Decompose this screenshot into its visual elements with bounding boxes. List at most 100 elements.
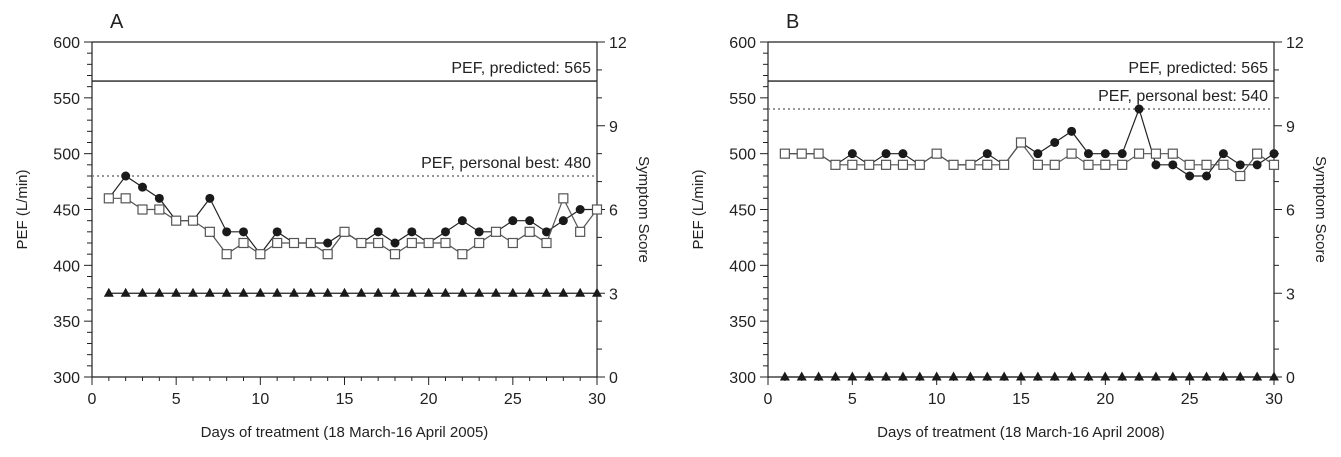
data-point-open-square bbox=[204, 226, 215, 237]
data-point-filled-circle bbox=[1202, 171, 1212, 181]
data-point-open-square bbox=[1117, 159, 1128, 170]
data-point-open-square bbox=[847, 159, 858, 170]
y2-tick-label: 12 bbox=[609, 35, 627, 52]
data-point-open-square bbox=[1015, 137, 1027, 148]
predicted-label: PEF, predicted: 565 bbox=[451, 60, 591, 77]
data-point-open-square bbox=[914, 159, 925, 170]
data-point-filled-triangle bbox=[1150, 371, 1161, 381]
data-point-filled-triangle bbox=[1184, 371, 1195, 381]
data-point-open-square bbox=[1049, 159, 1060, 170]
data-point-open-square bbox=[1252, 148, 1263, 159]
y2-tick-label: 12 bbox=[1286, 35, 1304, 52]
data-point-filled-circle bbox=[881, 149, 891, 159]
data-point-filled-circle bbox=[1269, 149, 1279, 159]
data-point-open-square bbox=[440, 237, 451, 249]
data-point-filled-circle bbox=[1050, 138, 1060, 147]
data-point-filled-triangle bbox=[999, 371, 1010, 381]
data-point-open-square bbox=[1083, 159, 1094, 170]
data-point-open-square bbox=[1201, 159, 1212, 170]
data-point-filled-triangle bbox=[390, 287, 400, 297]
data-point-filled-triangle bbox=[171, 287, 182, 297]
data-point-open-square bbox=[999, 159, 1010, 170]
series-circle-line bbox=[108, 175, 597, 256]
data-point-filled-triangle bbox=[440, 287, 451, 297]
personal-best-label: PEF, personal best: 540 bbox=[1098, 88, 1268, 105]
data-point-filled-circle bbox=[1100, 149, 1110, 159]
data-point-filled-triangle bbox=[1201, 371, 1212, 381]
data-point-filled-triangle bbox=[982, 371, 993, 381]
data-point-filled-triangle bbox=[881, 371, 892, 381]
data-point-filled-circle bbox=[222, 227, 232, 237]
y2-tick-label: 0 bbox=[609, 370, 618, 387]
x-tick-label: 10 bbox=[251, 391, 269, 408]
data-point-open-square bbox=[1184, 159, 1195, 170]
y-tick-label: 600 bbox=[53, 35, 80, 52]
data-point-filled-triangle bbox=[423, 287, 434, 297]
data-point-filled-triangle bbox=[339, 287, 350, 297]
data-point-filled-triangle bbox=[373, 287, 384, 297]
data-point-open-square bbox=[1100, 159, 1111, 170]
data-point-filled-circle bbox=[457, 216, 467, 226]
data-point-filled-triangle bbox=[1167, 371, 1178, 381]
x-tick-label: 20 bbox=[1096, 391, 1114, 408]
data-point-filled-circle bbox=[1117, 149, 1127, 159]
x-tick-label: 5 bbox=[848, 391, 857, 408]
data-point-filled-circle bbox=[239, 227, 248, 237]
x-tick-label: 25 bbox=[504, 391, 522, 408]
data-point-open-square bbox=[272, 237, 283, 249]
data-point-open-square bbox=[1218, 159, 1229, 170]
data-point-filled-circle bbox=[542, 227, 551, 237]
data-point-open-square bbox=[1150, 148, 1162, 159]
y-tick-label: 400 bbox=[53, 258, 80, 275]
data-point-filled-circle bbox=[1252, 160, 1262, 170]
data-point-open-square bbox=[457, 249, 468, 260]
data-point-filled-circle bbox=[508, 216, 518, 226]
data-point-open-square bbox=[137, 204, 148, 215]
y2-axis-title: Symptom Score bbox=[1312, 156, 1329, 263]
data-point-filled-circle bbox=[1168, 160, 1178, 170]
y-tick-label: 550 bbox=[729, 91, 756, 108]
data-point-filled-triangle bbox=[289, 287, 299, 297]
data-point-filled-triangle bbox=[204, 287, 215, 297]
y2-axis-title: Symptom Score bbox=[635, 156, 652, 263]
data-point-filled-triangle bbox=[524, 287, 535, 297]
data-point-filled-triangle bbox=[1100, 371, 1111, 381]
panel-label: B bbox=[786, 11, 799, 33]
panel-label: A bbox=[110, 11, 124, 33]
data-point-filled-triangle bbox=[188, 287, 198, 297]
y-tick-label: 500 bbox=[53, 147, 80, 164]
data-point-open-square bbox=[490, 226, 502, 237]
data-point-filled-triangle bbox=[813, 371, 824, 381]
x-tick-label: 0 bbox=[764, 391, 773, 408]
data-point-filled-triangle bbox=[965, 371, 976, 381]
data-point-filled-circle bbox=[558, 216, 568, 226]
x-tick-label: 25 bbox=[1181, 391, 1199, 408]
data-point-filled-circle bbox=[205, 193, 215, 203]
data-point-filled-triangle bbox=[154, 287, 165, 297]
data-point-filled-triangle bbox=[406, 287, 417, 297]
data-point-filled-circle bbox=[1083, 149, 1093, 159]
series-circle-line bbox=[784, 107, 1275, 177]
data-point-filled-triangle bbox=[1269, 371, 1279, 381]
y2-tick-label: 3 bbox=[609, 286, 618, 303]
data-point-filled-triangle bbox=[137, 287, 148, 297]
x-tick-label: 10 bbox=[928, 391, 946, 408]
data-point-filled-circle bbox=[847, 149, 857, 159]
x-tick-label: 30 bbox=[588, 391, 606, 408]
data-point-filled-circle bbox=[373, 227, 383, 237]
data-point-filled-circle bbox=[1218, 149, 1228, 159]
data-point-open-square bbox=[373, 237, 384, 249]
data-point-filled-circle bbox=[1151, 160, 1161, 170]
data-point-filled-triangle bbox=[474, 287, 485, 297]
data-point-filled-circle bbox=[474, 227, 484, 237]
data-point-filled-triangle bbox=[491, 287, 501, 297]
data-point-filled-circle bbox=[982, 149, 992, 159]
data-point-filled-circle bbox=[525, 216, 535, 226]
x-tick-label: 0 bbox=[88, 391, 97, 408]
data-point-filled-triangle bbox=[897, 371, 908, 381]
y-tick-label: 450 bbox=[53, 203, 80, 220]
data-point-filled-triangle bbox=[457, 287, 468, 297]
data-point-filled-triangle bbox=[864, 371, 875, 381]
y2-tick-label: 9 bbox=[609, 119, 618, 136]
